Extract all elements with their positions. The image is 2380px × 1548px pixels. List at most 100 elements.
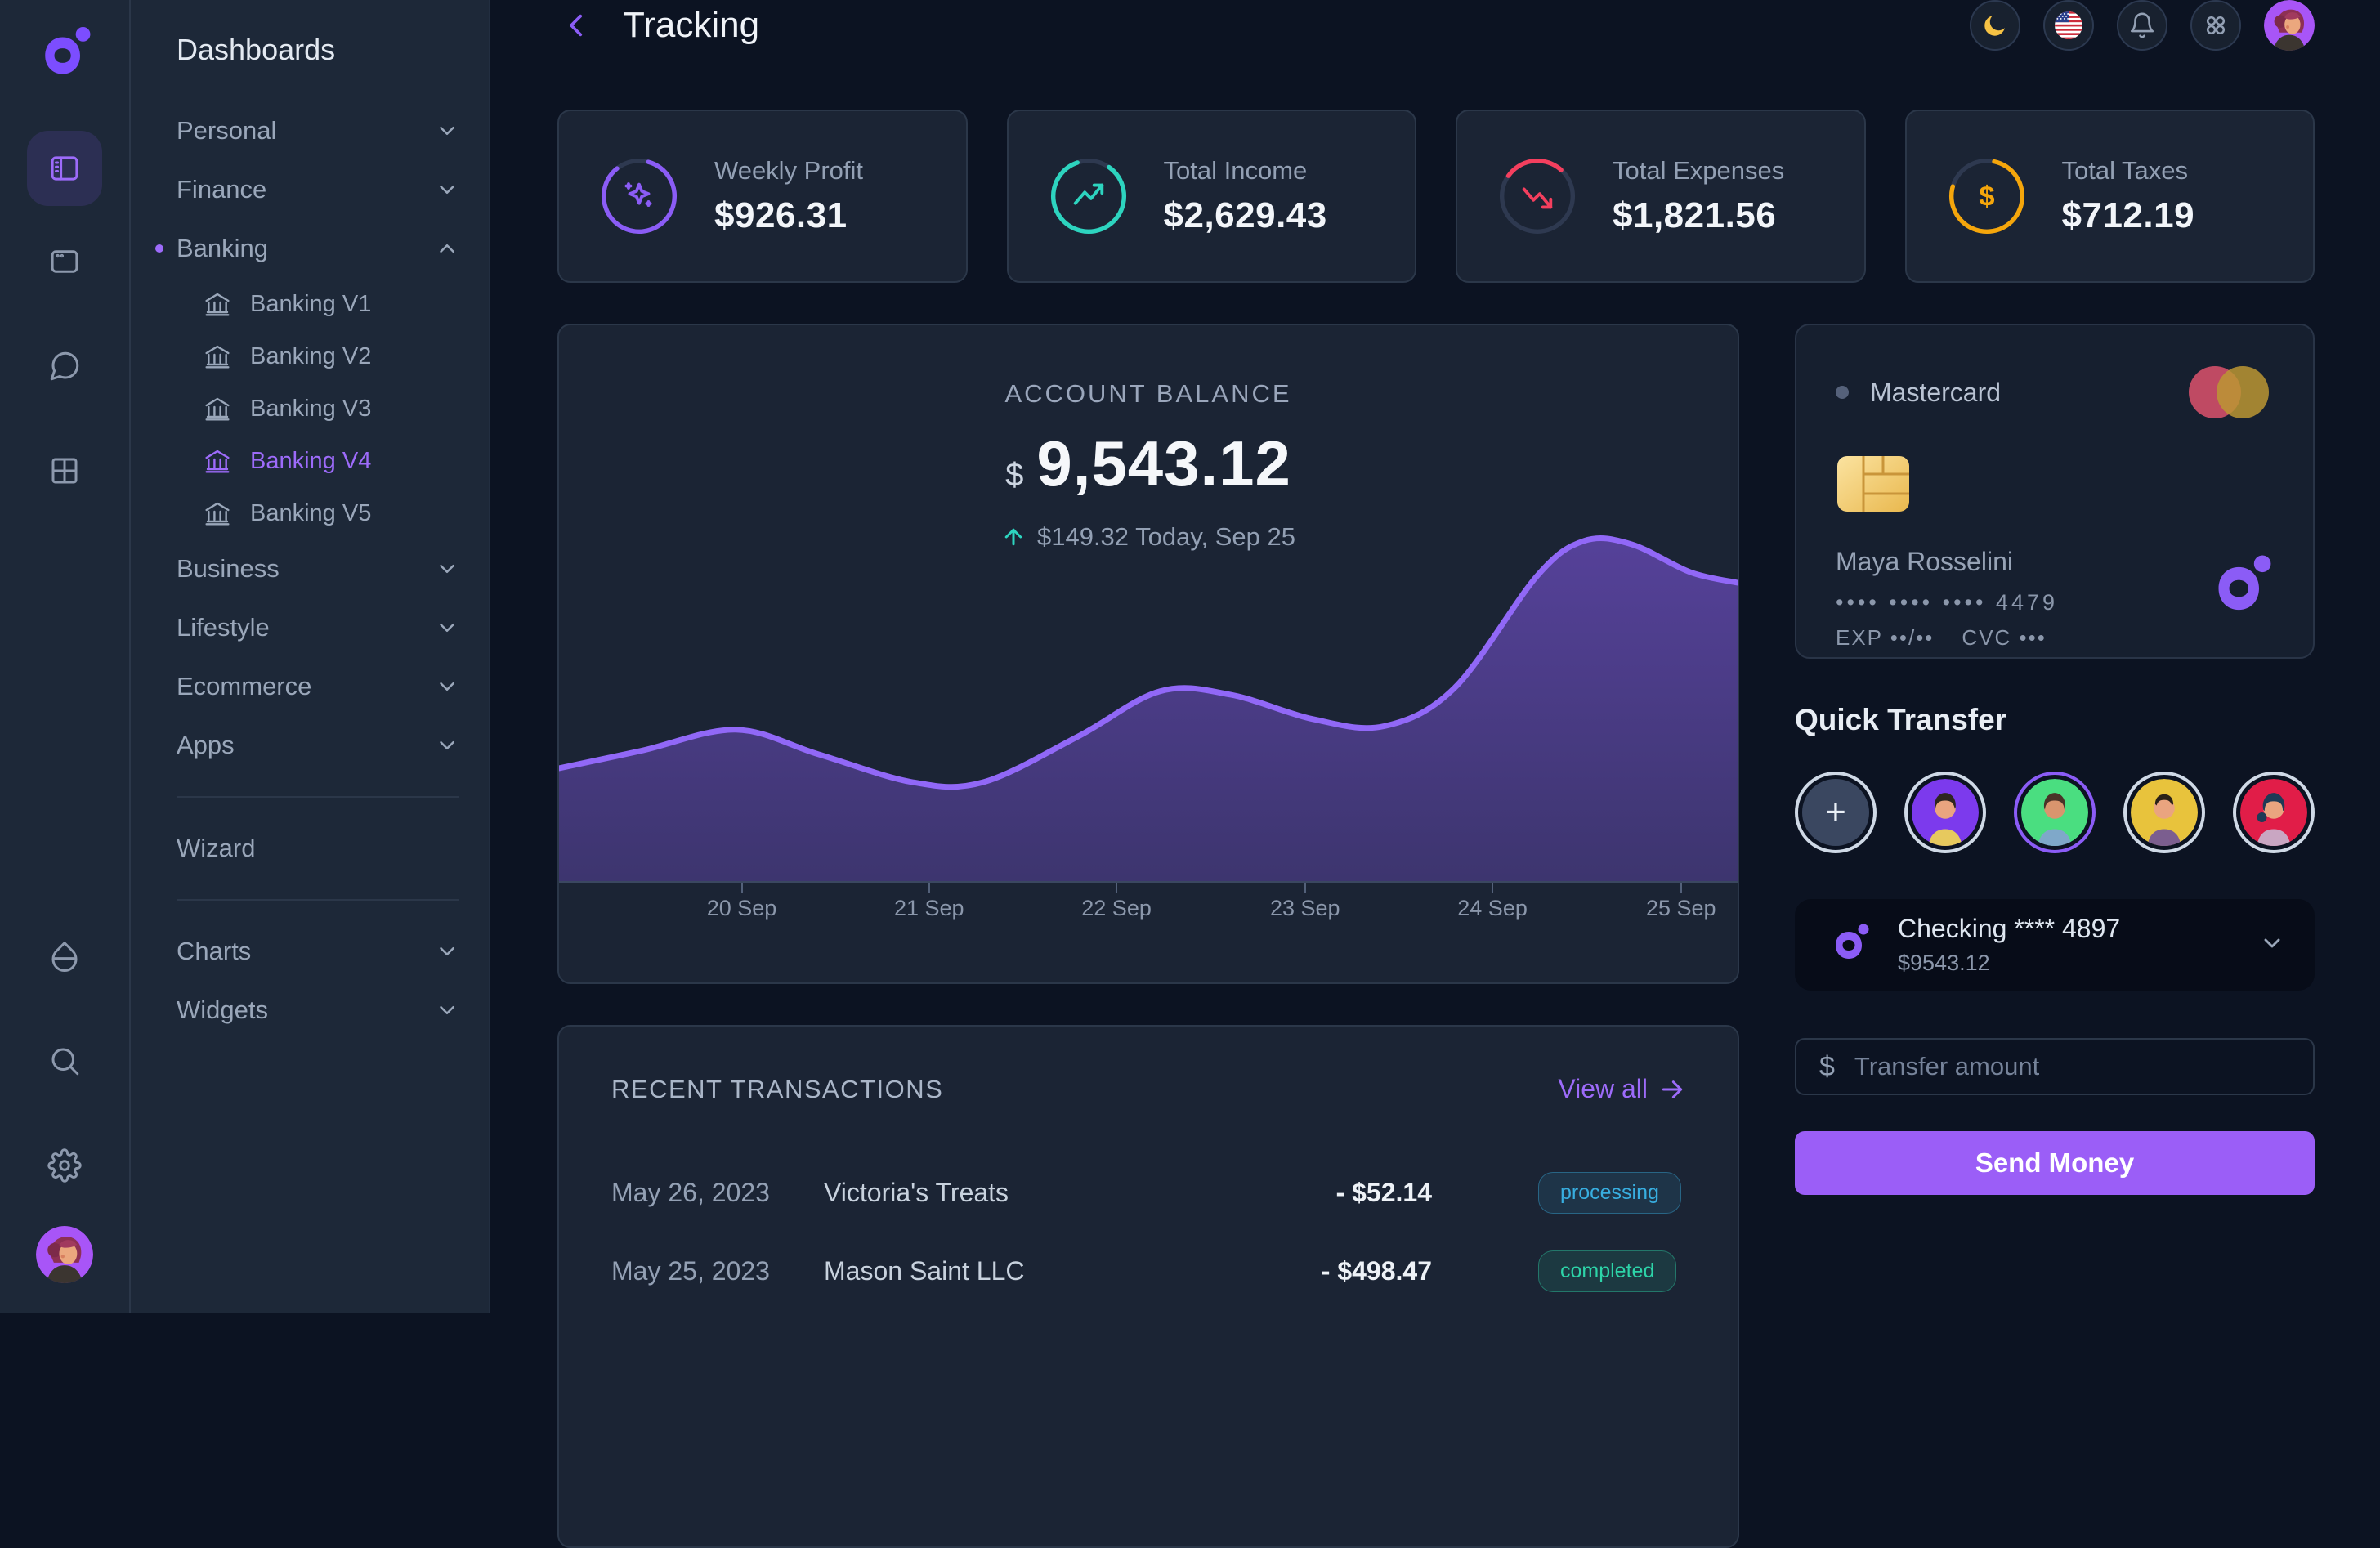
send-money-button[interactable]: Send Money: [1795, 1131, 2315, 1195]
stat-label: Weekly Profit: [714, 156, 864, 185]
chevron-down-icon: [440, 682, 454, 691]
stat-value: $926.31: [714, 195, 848, 235]
sidebar-item-business[interactable]: Business: [177, 539, 459, 598]
account-chevron: [2259, 930, 2285, 960]
chevron-down-icon: [440, 1006, 454, 1014]
sidebar-item-lifestyle[interactable]: Lifestyle: [177, 598, 459, 657]
view-all-label: View all: [1558, 1074, 1648, 1103]
contact-avatar-2-selected[interactable]: [2014, 772, 2096, 853]
right-column: Mastercard Maya Rosselini: [1795, 324, 2315, 1195]
sidebar-item-wizard[interactable]: Wizard: [177, 819, 459, 878]
recent-transactions-card: RECENT TRANSACTIONS View all May 26, 202…: [557, 1025, 1739, 1548]
four-circles-icon: [2206, 16, 2226, 35]
contact-avatar-image: [1912, 779, 1979, 846]
profile-button[interactable]: [2264, 0, 2315, 51]
page-title: Tracking: [623, 5, 760, 45]
account-balance: $9543.12: [1898, 951, 1990, 975]
rail-item-settings[interactable]: [27, 1128, 102, 1203]
sidebar-item-ecommerce[interactable]: Ecommerce: [177, 657, 459, 716]
sidebar-item-label: Banking V3: [250, 395, 372, 422]
stat-value: $1,821.56: [1613, 195, 1777, 235]
sidebar-item-banking-v3[interactable]: Banking V3: [177, 383, 459, 435]
contact-avatar-1[interactable]: [1904, 772, 1986, 853]
stat-texts: Total Taxes $712.19: [2062, 156, 2195, 236]
transfer-amount-field: $: [1795, 1038, 2315, 1095]
stat-label: Total Taxes: [2061, 156, 2189, 185]
sidebar-item-banking-v1[interactable]: Banking V1: [177, 278, 459, 330]
apps-menu-button[interactable]: [2190, 0, 2241, 51]
notifications-button[interactable]: [2117, 0, 2168, 51]
app-logo-icon[interactable]: [34, 25, 96, 87]
back-button[interactable]: [557, 6, 597, 45]
sidebar-item-label: Apps: [177, 731, 235, 759]
stat-card-weekly-profit: Weekly Profit $926.31: [557, 110, 968, 283]
moon-icon: [1984, 16, 2005, 36]
chat-bubble-icon: [50, 351, 79, 381]
chevron-down-icon: [440, 186, 454, 194]
arrow-up-icon: [1004, 528, 1022, 546]
bank-logo-icon: [2218, 555, 2271, 611]
transaction-row: May 25, 2023 Mason Saint LLC - $498.47 c…: [611, 1232, 1685, 1310]
rail-item-dashboards[interactable]: [27, 131, 102, 206]
account-balance-card: ACCOUNT BALANCE $ 9,543.12 $149.32 Today…: [557, 324, 1739, 984]
transfer-amount-input[interactable]: [1854, 1052, 2290, 1081]
sidebar-item-charts[interactable]: Charts: [177, 922, 459, 981]
sidebar-item-banking-v4-active[interactable]: Banking V4: [177, 435, 459, 487]
sidebar-item-widgets[interactable]: Widgets: [177, 981, 459, 1040]
progress-ring: [1046, 154, 1131, 239]
view-all-link[interactable]: View all: [1558, 1074, 1685, 1104]
icon-rail: [0, 0, 131, 1313]
sidebar-item-label: Finance: [177, 175, 267, 204]
sidebar-item-banking[interactable]: Banking: [155, 219, 459, 278]
contact-avatar-4[interactable]: [2233, 772, 2315, 853]
sidebar-item-apps[interactable]: Apps: [177, 716, 459, 775]
card-cvc: CVC •••: [1962, 625, 2047, 650]
active-bullet: [155, 244, 163, 253]
rail-item-tables[interactable]: [27, 433, 102, 508]
language-button[interactable]: [2043, 0, 2094, 51]
account-texts: Checking **** 4897 $9543.12: [1898, 914, 2120, 976]
sidebar-divider: [177, 899, 459, 901]
chevron-left-icon: [570, 14, 583, 37]
bank-icon: [205, 450, 230, 473]
progress-ring: [1495, 154, 1580, 239]
chevron-down-icon: [2264, 938, 2280, 947]
sidebar-divider: [177, 796, 459, 798]
rail-user-avatar[interactable]: [36, 1226, 93, 1283]
axis-tick-label: 23 Sep: [1269, 896, 1340, 920]
balance-amount: 9,543.12: [1036, 427, 1291, 499]
rail-item-search[interactable]: [27, 1023, 102, 1098]
main-content: Tracking: [490, 0, 2380, 1548]
contact-avatar-image: [2021, 779, 2088, 846]
trending-up-icon: [1073, 183, 1103, 205]
account-select[interactable]: Checking **** 4897 $9543.12: [1795, 899, 2315, 991]
sidebar-item-finance[interactable]: Finance: [177, 160, 459, 219]
add-contact-button[interactable]: +: [1795, 772, 1877, 853]
bank-icon: [205, 293, 230, 316]
stat-card-total-expenses: Total Expenses $1,821.56: [1456, 110, 1866, 283]
trending-down-icon: [1522, 187, 1553, 209]
header-actions: [1970, 0, 2315, 51]
axis-tick: [1492, 883, 1494, 893]
us-flag-icon: [2055, 11, 2082, 39]
stat-card-total-income: Total Income $2,629.43: [1006, 110, 1416, 283]
transaction-row: May 26, 2023 Victoria's Treats - $52.14 …: [611, 1153, 1685, 1232]
sidebar-item-personal[interactable]: Personal: [177, 101, 459, 160]
theme-toggle-button[interactable]: [1970, 0, 2020, 51]
rail-item-chat[interactable]: [27, 329, 102, 404]
sidebar-item-banking-v5[interactable]: Banking V5: [177, 487, 459, 539]
card-status-dot: [1836, 386, 1849, 399]
sidebar-item-label: Banking: [177, 234, 269, 262]
card-holder-name: Maya Rosselini: [1836, 547, 2013, 576]
progress-ring: [597, 154, 682, 239]
currency-symbol: $: [1005, 457, 1024, 493]
balance-title: ACCOUNT BALANCE: [1004, 379, 1292, 408]
balance-chart: 20 Sep 21 Sep 22 Sep 23 Sep 24 Sep 25 Sep: [559, 508, 1738, 920]
stat-texts: Total Expenses $1,821.56: [1613, 156, 1784, 236]
rail-item-theme[interactable]: [27, 919, 102, 994]
contact-avatar-3[interactable]: [2123, 772, 2205, 853]
sidebar-item-banking-v2[interactable]: Banking V2: [177, 330, 459, 383]
rail-item-components[interactable]: [27, 224, 102, 299]
progress-ring: $: [1944, 154, 2029, 239]
bell-icon: [2130, 12, 2154, 38]
